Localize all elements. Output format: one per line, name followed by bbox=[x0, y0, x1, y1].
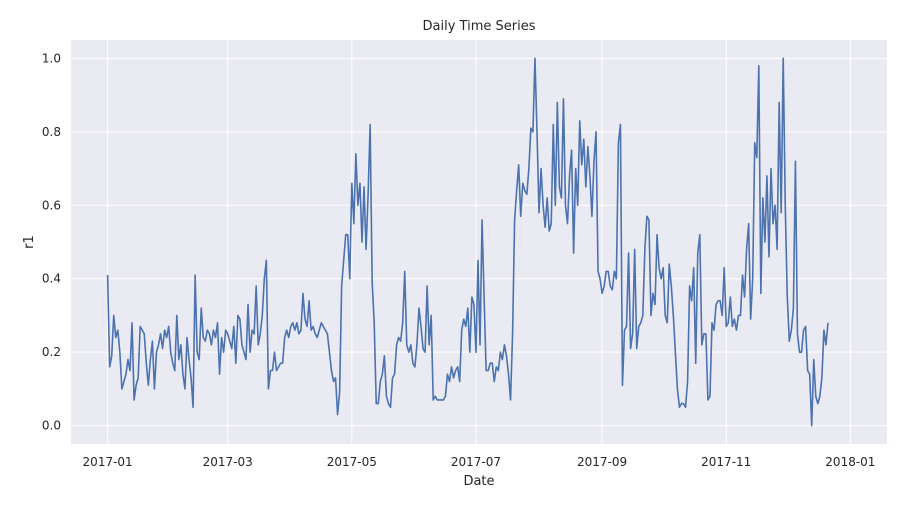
y-tick-label: 0.6 bbox=[42, 198, 61, 212]
x-tick-label: 2017-11 bbox=[701, 455, 751, 469]
x-tick-label: 2017-09 bbox=[577, 455, 627, 469]
chart-title: Daily Time Series bbox=[423, 19, 536, 34]
x-tick-label: 2017-01 bbox=[83, 455, 133, 469]
series-line bbox=[106, 57, 829, 427]
y-tick-label: 0.2 bbox=[42, 345, 61, 359]
x-axis-ticks: 2017-01 2017-03 2017-05 2017-07 2017-09 2017-… bbox=[83, 455, 876, 469]
y-axis-ticks: 0.0 0.2 0.4 0.6 0.8 1.0 bbox=[42, 51, 61, 432]
y-axis-label: r1 bbox=[22, 235, 37, 249]
y-tick-label: 0.0 bbox=[42, 419, 61, 433]
y-tick-label: 0.4 bbox=[42, 272, 61, 286]
plot-background bbox=[71, 40, 887, 444]
x-tick-label: 2017-03 bbox=[203, 455, 253, 469]
x-tick-label: 2017-05 bbox=[327, 455, 377, 469]
y-tick-label: 0.8 bbox=[42, 125, 61, 139]
x-tick-label: 2018-01 bbox=[825, 455, 875, 469]
x-axis-label: Date bbox=[463, 474, 494, 489]
x-tick-label: 2017-07 bbox=[451, 455, 501, 469]
y-tick-label: 1.0 bbox=[42, 51, 61, 65]
